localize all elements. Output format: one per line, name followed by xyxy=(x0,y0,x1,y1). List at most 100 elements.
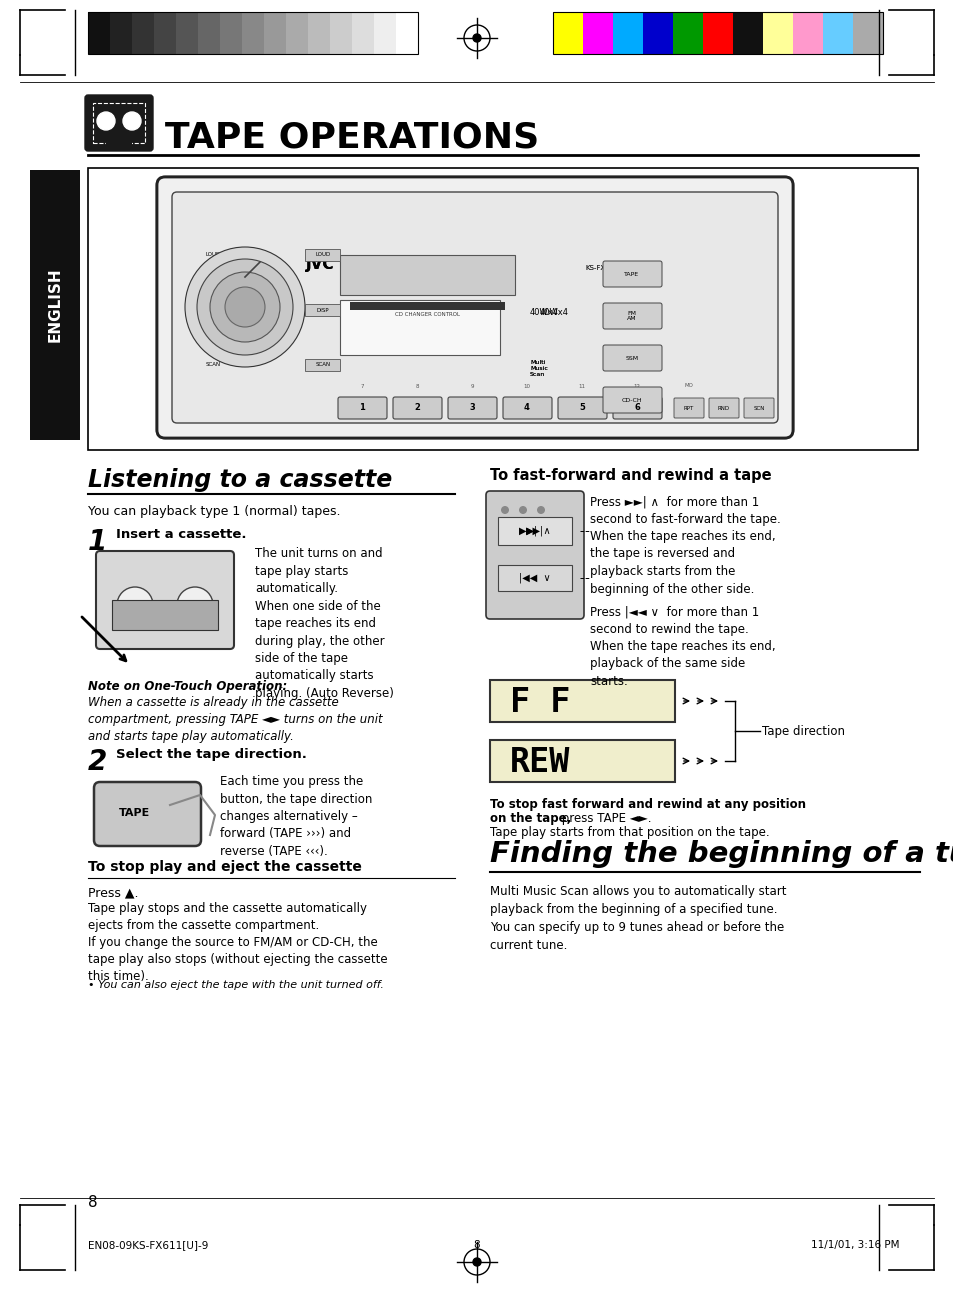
Circle shape xyxy=(185,247,305,367)
Bar xyxy=(308,12,330,55)
FancyBboxPatch shape xyxy=(673,398,703,419)
Text: You can playback type 1 (normal) tapes.: You can playback type 1 (normal) tapes. xyxy=(88,504,340,517)
Text: 6: 6 xyxy=(634,403,639,412)
Circle shape xyxy=(196,259,293,355)
Bar xyxy=(30,170,80,439)
Text: JVC: JVC xyxy=(305,257,334,273)
FancyBboxPatch shape xyxy=(602,303,661,329)
Text: 11: 11 xyxy=(578,385,585,390)
Text: 5: 5 xyxy=(578,403,584,412)
Text: 2: 2 xyxy=(414,403,419,412)
FancyBboxPatch shape xyxy=(708,398,739,419)
Bar xyxy=(553,12,882,55)
Text: When a cassette is already in the cassette
compartment, pressing TAPE ◄► turns o: When a cassette is already in the casset… xyxy=(88,696,382,744)
Bar xyxy=(106,140,132,148)
Text: SSM: SSM xyxy=(625,355,638,360)
Text: CD-CH: CD-CH xyxy=(621,398,641,403)
Text: SCAN: SCAN xyxy=(205,363,220,368)
Text: Multi Music Scan allows you to automatically start
playback from the beginning o: Multi Music Scan allows you to automatic… xyxy=(490,885,785,952)
Text: CD CHANGER CONTROL: CD CHANGER CONTROL xyxy=(395,312,460,317)
Text: 9: 9 xyxy=(470,385,474,390)
Text: RND: RND xyxy=(718,406,729,411)
FancyBboxPatch shape xyxy=(337,396,387,419)
Bar xyxy=(242,12,264,55)
Bar xyxy=(194,250,230,261)
Bar xyxy=(339,255,515,295)
Bar xyxy=(350,292,504,300)
Text: 4: 4 xyxy=(523,403,529,412)
Bar xyxy=(822,12,852,55)
Bar xyxy=(264,12,286,55)
FancyBboxPatch shape xyxy=(673,398,703,419)
Bar xyxy=(732,12,762,55)
Text: Tape direction: Tape direction xyxy=(761,724,844,737)
Bar xyxy=(553,12,582,55)
Circle shape xyxy=(537,506,544,514)
Text: ▶▶|  ∧: ▶▶| ∧ xyxy=(518,525,550,536)
Text: SCAN: SCAN xyxy=(315,363,331,368)
Circle shape xyxy=(473,34,480,42)
FancyBboxPatch shape xyxy=(157,177,792,438)
Circle shape xyxy=(97,112,115,130)
Bar xyxy=(286,12,308,55)
Circle shape xyxy=(196,259,293,355)
Text: 40Wx4: 40Wx4 xyxy=(530,308,558,317)
Text: CD-CH: CD-CH xyxy=(621,398,641,403)
Text: ENGLISH: ENGLISH xyxy=(48,268,63,342)
Text: DISP: DISP xyxy=(207,308,219,312)
Bar xyxy=(792,12,822,55)
Text: 8: 8 xyxy=(474,1240,479,1251)
Text: 7: 7 xyxy=(360,385,363,390)
FancyBboxPatch shape xyxy=(502,396,552,419)
Text: TAPE OPERATIONS: TAPE OPERATIONS xyxy=(165,121,538,155)
Bar xyxy=(132,12,153,55)
Text: To stop fast forward and rewind at any position: To stop fast forward and rewind at any p… xyxy=(490,798,805,811)
Text: KS-FX611: KS-FX611 xyxy=(584,265,618,270)
Circle shape xyxy=(210,272,280,342)
Text: LOUD: LOUD xyxy=(205,252,220,257)
Bar xyxy=(339,300,499,355)
Bar xyxy=(374,12,395,55)
FancyBboxPatch shape xyxy=(448,396,497,419)
Text: LOUD: LOUD xyxy=(315,252,331,257)
Circle shape xyxy=(177,588,213,623)
Text: TAPE: TAPE xyxy=(624,272,639,277)
Text: TAPE: TAPE xyxy=(624,272,639,277)
Bar xyxy=(852,12,882,55)
Text: FM
AM: FM AM xyxy=(626,311,637,321)
FancyBboxPatch shape xyxy=(558,396,606,419)
FancyBboxPatch shape xyxy=(602,387,661,413)
Bar xyxy=(339,255,515,295)
Text: ▶▶|: ▶▶| xyxy=(525,525,543,536)
Text: CD CHANGER CONTROL: CD CHANGER CONTROL xyxy=(395,312,460,317)
Text: JVC: JVC xyxy=(305,257,334,273)
Text: 1: 1 xyxy=(88,528,107,556)
Circle shape xyxy=(518,506,526,514)
Text: |◀◀  ∨: |◀◀ ∨ xyxy=(518,573,550,584)
FancyBboxPatch shape xyxy=(602,344,661,370)
Circle shape xyxy=(123,112,141,130)
Text: FM
AM: FM AM xyxy=(626,311,637,321)
Bar xyxy=(198,12,220,55)
Circle shape xyxy=(225,287,265,328)
Text: KS-FX611: KS-FX611 xyxy=(584,265,618,270)
Text: REW: REW xyxy=(510,746,570,780)
FancyBboxPatch shape xyxy=(157,177,792,438)
Text: press TAPE ◄►.: press TAPE ◄►. xyxy=(558,812,651,826)
FancyBboxPatch shape xyxy=(502,396,552,419)
FancyBboxPatch shape xyxy=(708,398,739,419)
FancyBboxPatch shape xyxy=(337,396,387,419)
Bar xyxy=(305,359,339,370)
Circle shape xyxy=(473,1258,480,1266)
Text: Finding the beginning of a tune: Finding the beginning of a tune xyxy=(490,840,953,868)
Text: Multi
Music
Scan: Multi Music Scan xyxy=(530,360,547,377)
FancyBboxPatch shape xyxy=(602,303,661,329)
FancyBboxPatch shape xyxy=(85,95,152,151)
Circle shape xyxy=(225,287,265,328)
Text: RPT: RPT xyxy=(683,406,694,411)
Text: DISP: DISP xyxy=(316,308,329,312)
Text: RPT: RPT xyxy=(683,406,694,411)
Text: To stop play and eject the cassette: To stop play and eject the cassette xyxy=(88,861,361,874)
Bar xyxy=(762,12,792,55)
Bar xyxy=(88,12,110,55)
